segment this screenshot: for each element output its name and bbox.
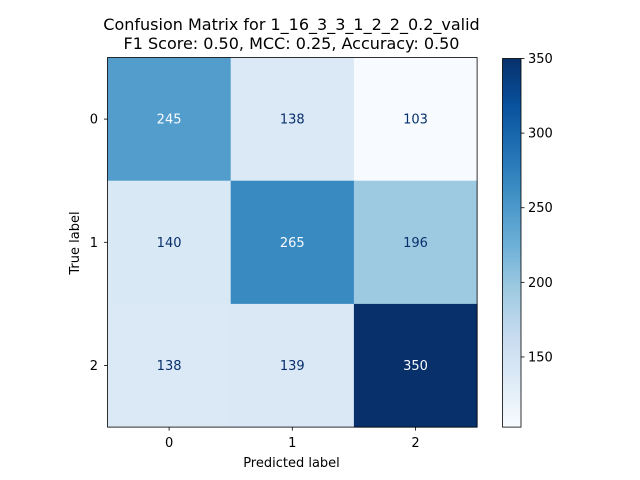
cell-value-r2-c2: 350 xyxy=(403,359,428,374)
x-axis-ticks: 0 1 2 xyxy=(165,427,420,451)
x-axis-label: Predicted label xyxy=(243,456,340,471)
colorbar xyxy=(502,58,522,428)
y-axis-ticks: 0 1 2 xyxy=(90,113,108,374)
cell-value-r1-c1: 265 xyxy=(280,236,305,251)
cell-value-r2-c1: 139 xyxy=(280,359,305,374)
heatmap-cell-r0-c1 xyxy=(230,57,355,182)
x-tick-label-0: 0 xyxy=(165,436,173,451)
heatmap-cell-r1-c2 xyxy=(353,180,478,305)
cell-value-r2-c0: 138 xyxy=(157,359,182,374)
y-tick-label-2: 2 xyxy=(90,359,98,374)
colorbar-tick-label-3: 300 xyxy=(528,127,553,142)
cell-value-r1-c0: 140 xyxy=(157,236,182,251)
colorbar-tick-label-1: 200 xyxy=(528,276,553,291)
y-tick-label-0: 0 xyxy=(90,113,98,128)
heatmap-cells xyxy=(107,57,478,428)
heatmap-cell-r1-c1 xyxy=(230,180,355,305)
y-tick-label-1: 1 xyxy=(90,236,98,251)
colorbar-tick-label-2: 250 xyxy=(528,201,553,216)
heatmap-cell-r2-c0 xyxy=(107,303,232,428)
colorbar-tick-label-0: 150 xyxy=(528,350,553,365)
heatmap-cell-r0-c2 xyxy=(353,57,478,182)
cell-value-r0-c0: 245 xyxy=(157,113,182,128)
colorbar-tick-label-4: 350 xyxy=(528,52,553,67)
cell-value-r0-c2: 103 xyxy=(403,113,428,128)
heatmap-cell-r2-c2 xyxy=(353,303,478,428)
cell-value-r0-c1: 138 xyxy=(280,113,305,128)
heatmap-cell-r0-c0 xyxy=(107,57,232,182)
colorbar-ticks: 150 200 250 300 350 xyxy=(521,52,553,365)
cell-value-r1-c2: 196 xyxy=(403,236,428,251)
x-tick-label-2: 2 xyxy=(411,436,419,451)
x-tick-label-1: 1 xyxy=(288,436,296,451)
heatmap-cell-r2-c1 xyxy=(230,303,355,428)
y-axis-label: True label xyxy=(68,211,83,275)
heatmap-cell-labels: 245 138 103 140 265 196 138 139 350 xyxy=(157,113,428,374)
heatmap-cell-r1-c0 xyxy=(107,180,232,305)
chart-title: Confusion Matrix for 1_16_3_3_1_2_2_0.2_… xyxy=(103,15,479,35)
chart-subtitle: F1 Score: 0.50, MCC: 0.25, Accuracy: 0.5… xyxy=(124,34,460,53)
